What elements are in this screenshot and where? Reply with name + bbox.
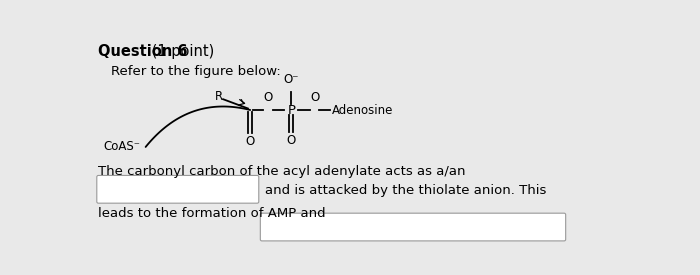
Text: O: O (263, 91, 273, 104)
Text: R: R (215, 90, 223, 103)
Text: Adenosine: Adenosine (332, 103, 394, 117)
Text: Question 6: Question 6 (98, 44, 188, 59)
Text: The carbonyl carbon of the acyl adenylate acts as a/an: The carbonyl carbon of the acyl adenylat… (98, 166, 466, 178)
Text: Refer to the figure below:: Refer to the figure below: (111, 65, 281, 78)
Text: (1 point): (1 point) (147, 44, 214, 59)
Text: O⁻: O⁻ (284, 73, 299, 86)
Text: CoAS⁻: CoAS⁻ (103, 141, 140, 153)
Text: O: O (310, 91, 319, 104)
Text: O: O (287, 134, 296, 147)
Text: leads to the formation of AMP and: leads to the formation of AMP and (98, 207, 326, 220)
Text: O: O (246, 135, 255, 149)
Text: and is attacked by the thiolate anion. This: and is attacked by the thiolate anion. T… (265, 184, 547, 197)
FancyBboxPatch shape (260, 213, 566, 241)
FancyBboxPatch shape (97, 175, 259, 203)
Text: P: P (287, 103, 295, 117)
